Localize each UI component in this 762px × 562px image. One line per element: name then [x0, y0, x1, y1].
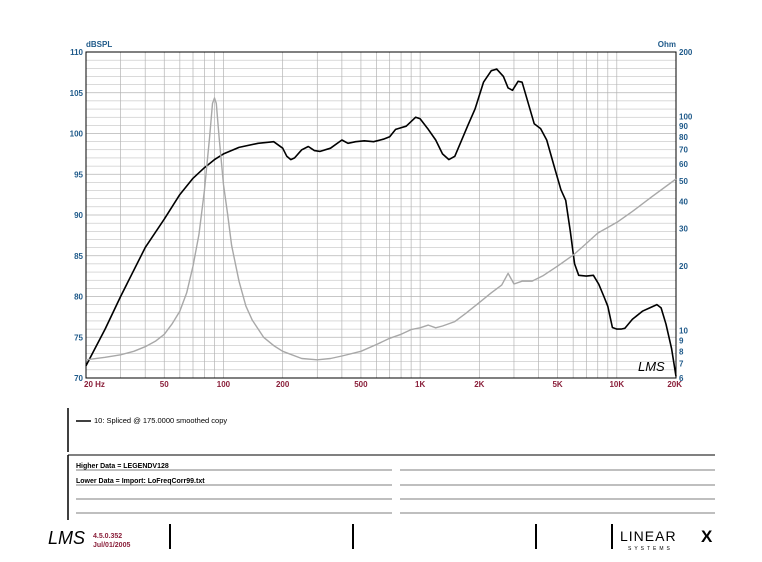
y-right-tick-label: 40	[679, 198, 688, 207]
y-right-tick-label: 7	[679, 360, 684, 369]
footer-lms-logo: LMS	[48, 528, 85, 548]
y-right-tick-label: 6	[679, 374, 684, 383]
y-right-tick-label: 100	[679, 112, 693, 121]
spl-curve	[85, 68, 677, 377]
y-right-tick-label: 9	[679, 336, 684, 345]
brand-linear: LINEAR	[620, 528, 677, 544]
y-left-tick-label: 100	[70, 130, 84, 139]
y-left-unit: dBSPL	[86, 40, 112, 49]
x-tick-label: 10K	[609, 380, 624, 389]
x-tick-label: 2K	[474, 380, 484, 389]
x-tick-labels: 20 Hz 50 100 200 500 1K 2K 5K 10K 20K	[84, 380, 682, 389]
y-right-tick-label: 20	[679, 262, 688, 271]
x-tick-label: 1K	[415, 380, 425, 389]
y-left-tick-label: 90	[74, 211, 83, 220]
y-left-tick-label: 95	[74, 170, 83, 179]
plot-frame	[85, 51, 677, 379]
y-right-tick-label: 60	[679, 160, 688, 169]
y-left-tick-label: 105	[70, 89, 84, 98]
y-left-tick-label: 85	[74, 252, 83, 261]
plot-watermark: LMS	[638, 359, 665, 374]
y-right-tick-label: 80	[679, 133, 688, 142]
y-right-tick-label: 10	[679, 327, 688, 336]
y-right-tick-label: 200	[679, 48, 693, 57]
y-right-unit: Ohm	[658, 40, 676, 49]
date-text: Jul/01/2005	[93, 542, 130, 549]
higher-data-text: Higher Data = LEGENDV128	[76, 463, 169, 470]
y-left-tick-labels: 70 75 80 85 90 95 100 105 110	[70, 48, 84, 383]
x-tick-label: 20 Hz	[84, 380, 105, 389]
chart-grid	[86, 52, 676, 378]
series-group	[85, 68, 677, 377]
legend-text: 10: Spliced @ 175.0000 smoothed copy	[94, 416, 227, 425]
footer: LMS 4.5.0.352 Jul/01/2005 LINEAR X SYSTE…	[48, 524, 713, 552]
y-right-tick-label: 50	[679, 177, 688, 186]
x-tick-label: 200	[276, 380, 290, 389]
x-tick-label: 100	[217, 380, 231, 389]
x-tick-label: 50	[160, 380, 169, 389]
y-right-tick-label: 30	[679, 224, 688, 233]
x-tick-label: 500	[354, 380, 368, 389]
x-tick-label: 20K	[667, 380, 682, 389]
impedance-curve	[85, 97, 677, 361]
x-tick-label: 5K	[552, 380, 562, 389]
lower-data-text: Lower Data = Import: LoFreqCorr99.txt	[76, 478, 205, 485]
y-left-tick-label: 75	[74, 333, 83, 342]
version-text: 4.5.0.352	[93, 533, 122, 540]
y-right-tick-label: 90	[679, 122, 688, 131]
y-right-tick-label: 70	[679, 146, 688, 155]
brand-x: X	[701, 527, 713, 546]
y-right-tick-label: 8	[679, 347, 684, 356]
y-left-tick-label: 80	[74, 293, 83, 302]
y-left-tick-label: 110	[70, 48, 83, 57]
y-left-tick-label: 70	[74, 374, 83, 383]
brand-systems: SYSTEMS	[628, 546, 673, 552]
legend-panel: 10: Spliced @ 175.0000 smoothed copy Hig…	[67, 408, 715, 520]
